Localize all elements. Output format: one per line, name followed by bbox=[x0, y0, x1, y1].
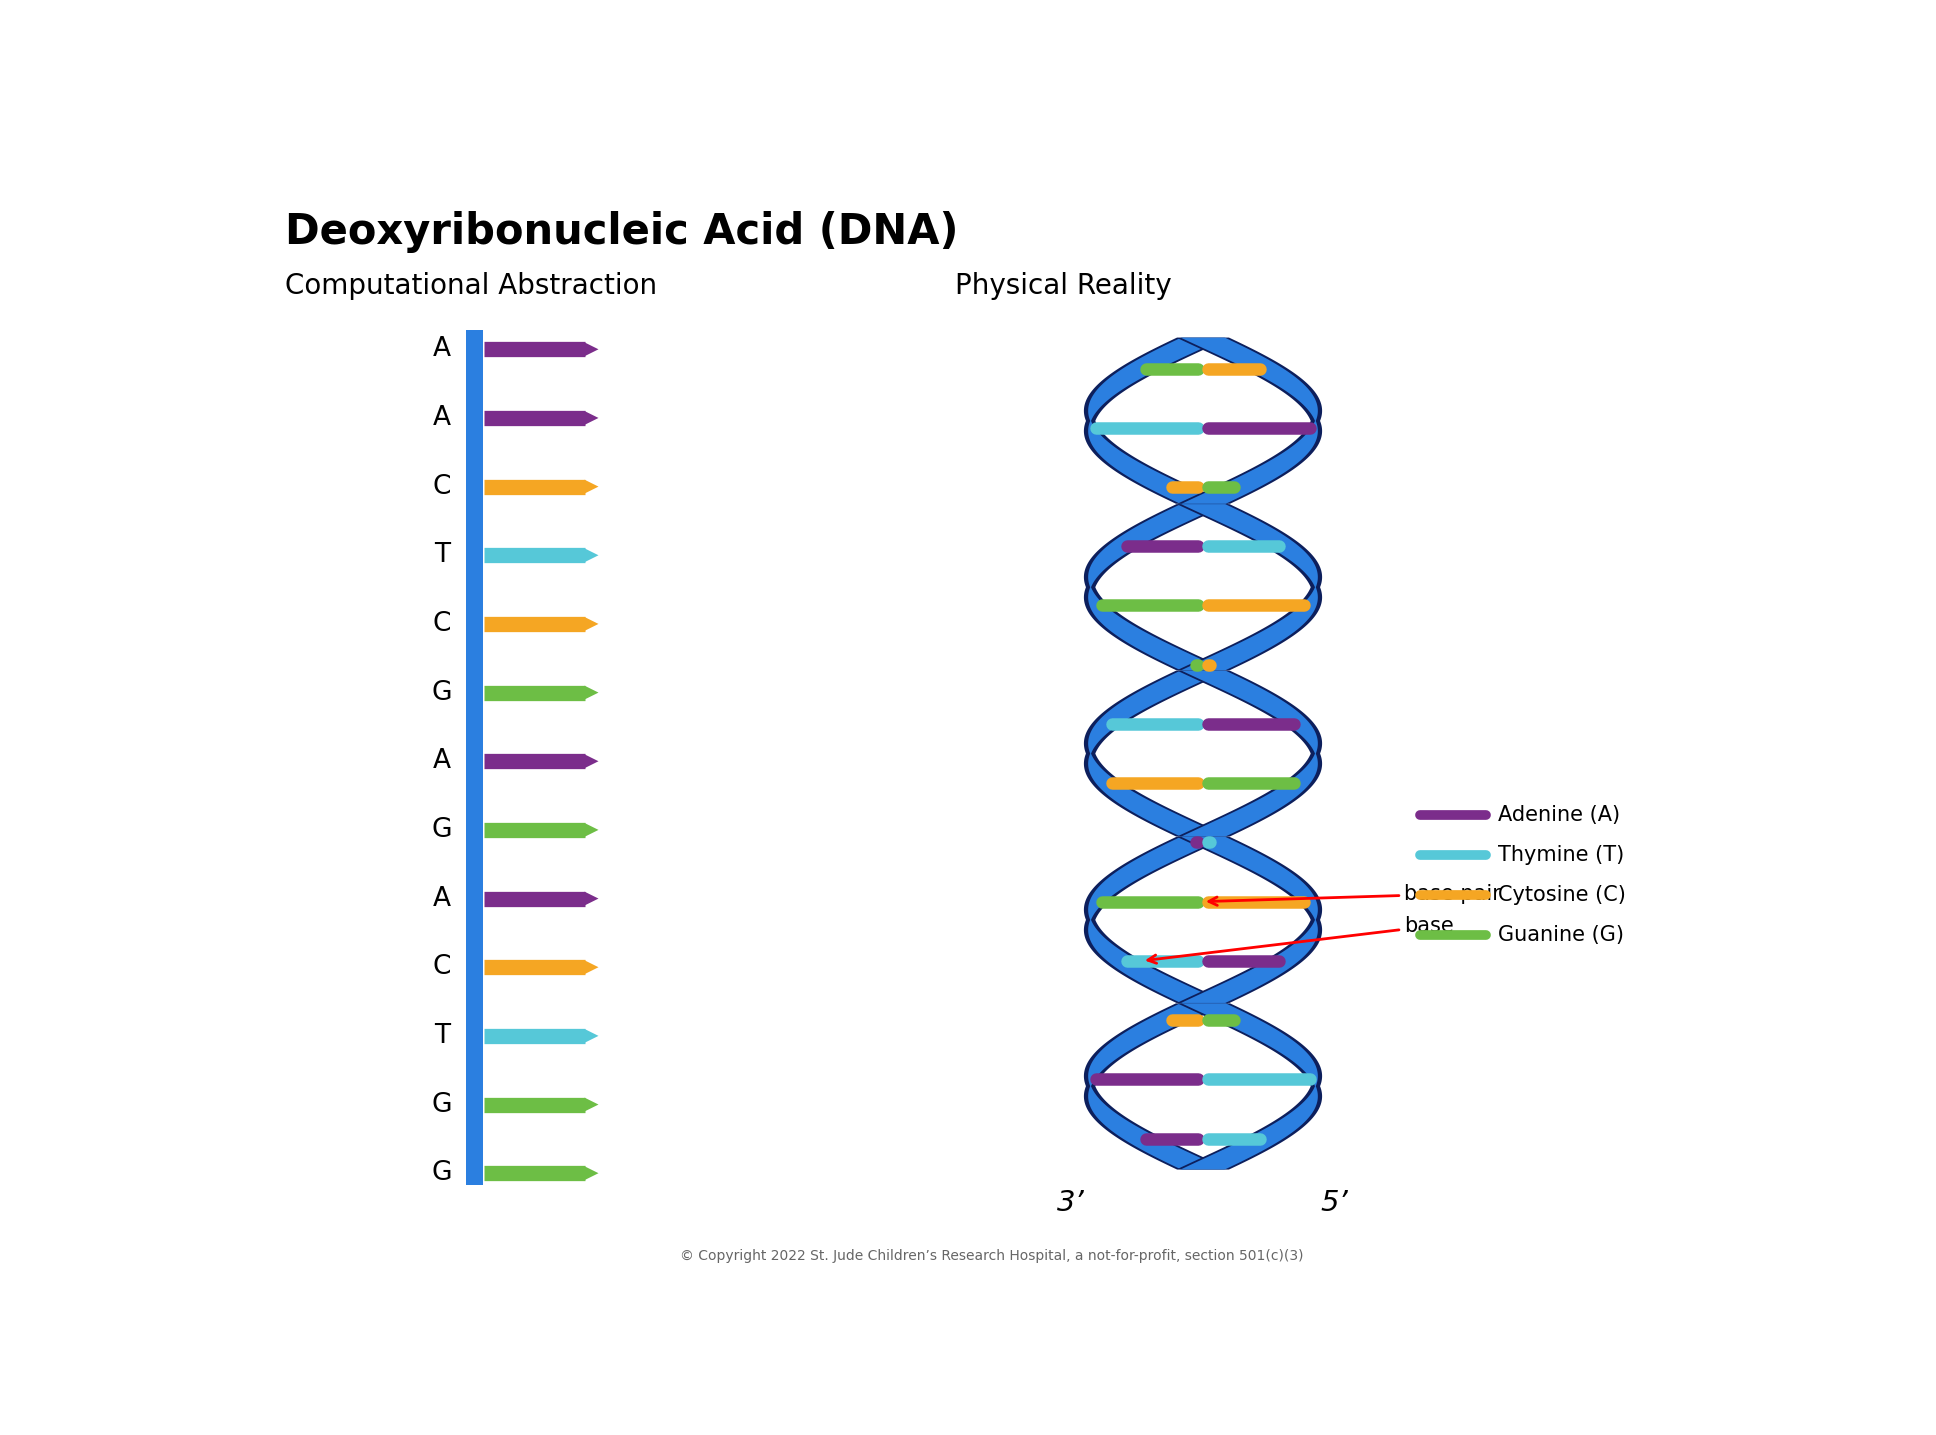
Polygon shape bbox=[585, 1167, 598, 1180]
Text: G: G bbox=[432, 817, 453, 842]
Polygon shape bbox=[1181, 504, 1318, 670]
Polygon shape bbox=[585, 755, 598, 768]
Polygon shape bbox=[1084, 837, 1229, 1003]
Text: C: C bbox=[434, 474, 451, 499]
Text: Cytosine (C): Cytosine (C) bbox=[1498, 885, 1626, 905]
Text: Guanine (G): Guanine (G) bbox=[1498, 926, 1624, 946]
Polygon shape bbox=[1181, 837, 1318, 1003]
Polygon shape bbox=[585, 960, 598, 974]
Text: Computational Abstraction: Computational Abstraction bbox=[285, 273, 656, 300]
Text: G: G bbox=[432, 1161, 453, 1187]
Polygon shape bbox=[1181, 1003, 1318, 1170]
Polygon shape bbox=[1177, 670, 1322, 837]
Polygon shape bbox=[1177, 504, 1322, 670]
Text: Thymine (T): Thymine (T) bbox=[1498, 845, 1624, 865]
Text: 3’: 3’ bbox=[1057, 1188, 1084, 1217]
Text: base pair: base pair bbox=[1208, 884, 1502, 905]
Polygon shape bbox=[1177, 837, 1322, 1003]
Text: Physical Reality: Physical Reality bbox=[954, 273, 1171, 300]
Text: C: C bbox=[434, 611, 451, 637]
Polygon shape bbox=[1084, 1003, 1229, 1170]
FancyBboxPatch shape bbox=[467, 330, 482, 1185]
Polygon shape bbox=[585, 891, 598, 905]
Text: C: C bbox=[434, 954, 451, 980]
Polygon shape bbox=[1088, 1003, 1225, 1170]
Polygon shape bbox=[1088, 837, 1225, 1003]
Text: T: T bbox=[434, 1023, 449, 1049]
Polygon shape bbox=[1177, 1003, 1322, 1170]
Text: © Copyright 2022 St. Jude Children’s Research Hospital, a not-for-profit, sectio: © Copyright 2022 St. Jude Children’s Res… bbox=[680, 1250, 1305, 1263]
Polygon shape bbox=[1088, 504, 1225, 670]
Polygon shape bbox=[585, 479, 598, 494]
Polygon shape bbox=[1177, 337, 1322, 504]
Polygon shape bbox=[1084, 504, 1229, 670]
Polygon shape bbox=[585, 617, 598, 631]
Text: G: G bbox=[432, 1092, 453, 1118]
Text: T: T bbox=[434, 542, 449, 568]
Text: A: A bbox=[434, 336, 451, 362]
Text: Adenine (A): Adenine (A) bbox=[1498, 805, 1620, 825]
Text: Deoxyribonucleic Acid (DNA): Deoxyribonucleic Acid (DNA) bbox=[285, 211, 958, 253]
Text: 5’: 5’ bbox=[1320, 1188, 1349, 1217]
Polygon shape bbox=[585, 824, 598, 837]
Polygon shape bbox=[1181, 337, 1318, 504]
Polygon shape bbox=[585, 686, 598, 699]
Polygon shape bbox=[1181, 670, 1318, 837]
Polygon shape bbox=[1084, 670, 1229, 837]
Polygon shape bbox=[585, 548, 598, 563]
Polygon shape bbox=[1088, 337, 1225, 504]
Polygon shape bbox=[585, 410, 598, 425]
Polygon shape bbox=[1088, 670, 1225, 837]
Polygon shape bbox=[1084, 337, 1229, 504]
Text: base: base bbox=[1148, 916, 1454, 963]
Text: A: A bbox=[434, 405, 451, 430]
Polygon shape bbox=[585, 343, 598, 356]
Text: A: A bbox=[434, 748, 451, 775]
Text: G: G bbox=[432, 680, 453, 706]
Text: A: A bbox=[434, 885, 451, 911]
Polygon shape bbox=[585, 1029, 598, 1043]
Polygon shape bbox=[585, 1098, 598, 1112]
